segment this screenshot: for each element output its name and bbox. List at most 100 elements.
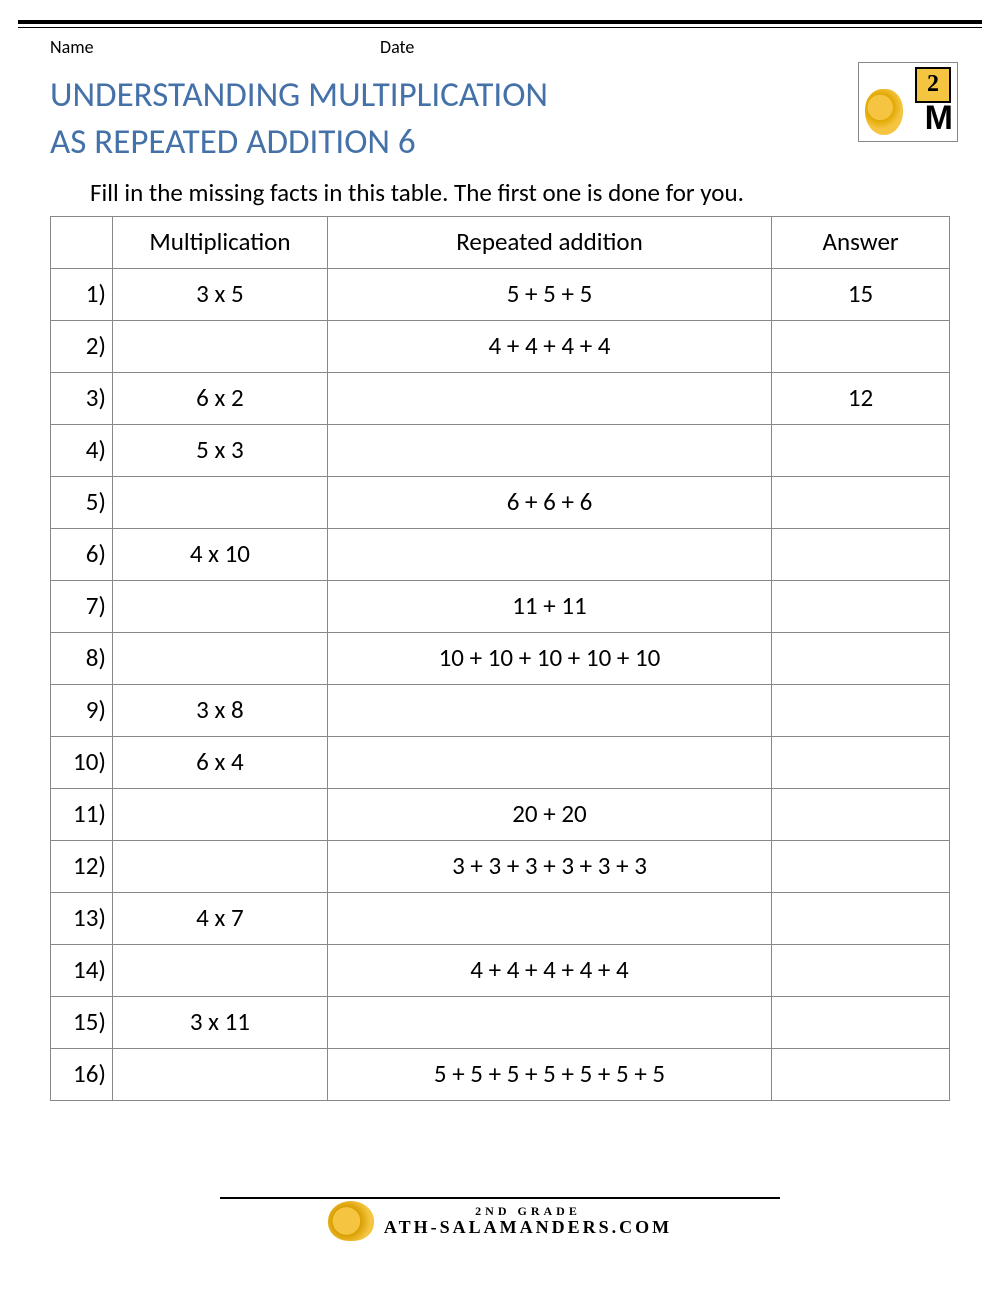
answer-cell	[772, 840, 950, 892]
multiplication-cell	[112, 632, 327, 684]
answer-cell	[772, 424, 950, 476]
date-label: Date	[380, 36, 414, 58]
repeated-addition-cell: 20 + 20	[327, 788, 771, 840]
multiplication-cell	[112, 320, 327, 372]
repeated-addition-cell: 4 + 4 + 4 + 4	[327, 320, 771, 372]
row-number: 11)	[51, 788, 113, 840]
multiplication-cell	[112, 788, 327, 840]
answer-cell	[772, 944, 950, 996]
table-row: 5)6 + 6 + 6	[51, 476, 950, 528]
table-row: 12) 3 + 3 + 3 + 3 + 3 + 3	[51, 840, 950, 892]
multiplication-cell	[112, 840, 327, 892]
row-number: 14)	[51, 944, 113, 996]
brand-logo: 2 M	[858, 62, 958, 142]
answer-cell	[772, 788, 950, 840]
col-header-number	[51, 216, 113, 268]
table-row: 7) 11 + 11	[51, 580, 950, 632]
worksheet-table: Multiplication Repeated addition Answer …	[50, 216, 950, 1101]
repeated-addition-cell: 3 + 3 + 3 + 3 + 3 + 3	[327, 840, 771, 892]
repeated-addition-cell: 10 + 10 + 10 + 10 + 10	[327, 632, 771, 684]
row-number: 15)	[51, 996, 113, 1048]
footer-text-block: 2ND GRADE ATH-SALAMANDERS.COM	[384, 1204, 672, 1238]
multiplication-cell: 6 x 2	[112, 372, 327, 424]
row-number: 1)	[51, 268, 113, 320]
table-row: 6)4 x 10	[51, 528, 950, 580]
salamander-icon	[328, 1201, 374, 1241]
footer-brand: 2ND GRADE ATH-SALAMANDERS.COM	[328, 1201, 672, 1241]
answer-cell	[772, 1048, 950, 1100]
multiplication-cell: 5 x 3	[112, 424, 327, 476]
table-row: 9)3 x 8	[51, 684, 950, 736]
title-line-1: UNDERSTANDING MULTIPLICATION	[50, 74, 548, 116]
table-row: 11) 20 + 20	[51, 788, 950, 840]
repeated-addition-cell	[327, 684, 771, 736]
multiplication-cell	[112, 476, 327, 528]
answer-cell	[772, 580, 950, 632]
logo-grade-digit: 2	[915, 67, 951, 103]
table-row: 3)6 x 2 12	[51, 372, 950, 424]
table-row: 16) 5 + 5 + 5 + 5 + 5 + 5 + 5	[51, 1048, 950, 1100]
repeated-addition-cell: 5 + 5 + 5	[327, 268, 771, 320]
table-row: 4)5 x 3	[51, 424, 950, 476]
table-row: 14) 4 + 4 + 4 + 4 + 4	[51, 944, 950, 996]
repeated-addition-cell	[327, 736, 771, 788]
multiplication-cell: 3 x 11	[112, 996, 327, 1048]
multiplication-cell: 4 x 7	[112, 892, 327, 944]
repeated-addition-cell: 11 + 11	[327, 580, 771, 632]
answer-cell	[772, 632, 950, 684]
repeated-addition-cell	[327, 424, 771, 476]
multiplication-cell	[112, 580, 327, 632]
worksheet-title: UNDERSTANDING MULTIPLICATION AS REPEATED…	[50, 72, 950, 167]
multiplication-cell: 4 x 10	[112, 528, 327, 580]
row-number: 3)	[51, 372, 113, 424]
table-row: 8) 10 + 10 + 10 + 10 + 10	[51, 632, 950, 684]
table-row: 2) 4 + 4 + 4 + 4	[51, 320, 950, 372]
col-header-multiplication: Multiplication	[112, 216, 327, 268]
col-header-answer: Answer	[772, 216, 950, 268]
repeated-addition-cell	[327, 528, 771, 580]
header-row: Name Date	[50, 36, 950, 58]
multiplication-cell: 6 x 4	[112, 736, 327, 788]
row-number: 5)	[51, 476, 113, 528]
answer-cell	[772, 476, 950, 528]
table-header-row: Multiplication Repeated addition Answer	[51, 216, 950, 268]
row-number: 16)	[51, 1048, 113, 1100]
table-row: 1)3 x 55 + 5 + 515	[51, 268, 950, 320]
title-line-2: AS REPEATED ADDITION 6	[50, 121, 416, 163]
table-row: 13)4 x 7	[51, 892, 950, 944]
answer-cell: 12	[772, 372, 950, 424]
multiplication-cell	[112, 1048, 327, 1100]
repeated-addition-cell	[327, 892, 771, 944]
worksheet-page: Name Date 2 M UNDERSTANDING MULTIPLICATI…	[0, 0, 1000, 1294]
name-label: Name	[50, 36, 380, 58]
footer-site-text: ATH-SALAMANDERS.COM	[384, 1217, 672, 1237]
col-header-repeated: Repeated addition	[327, 216, 771, 268]
row-number: 2)	[51, 320, 113, 372]
row-number: 9)	[51, 684, 113, 736]
answer-cell	[772, 320, 950, 372]
salamander-icon	[865, 89, 903, 135]
answer-cell: 15	[772, 268, 950, 320]
repeated-addition-cell	[327, 372, 771, 424]
multiplication-cell: 3 x 8	[112, 684, 327, 736]
page-footer: 2ND GRADE ATH-SALAMANDERS.COM	[0, 1197, 1000, 1246]
row-number: 8)	[51, 632, 113, 684]
row-number: 7)	[51, 580, 113, 632]
row-number: 12)	[51, 840, 113, 892]
row-number: 6)	[51, 528, 113, 580]
multiplication-cell: 3 x 5	[112, 268, 327, 320]
top-rule-thin	[18, 27, 982, 28]
row-number: 13)	[51, 892, 113, 944]
row-number: 4)	[51, 424, 113, 476]
multiplication-cell	[112, 944, 327, 996]
repeated-addition-cell: 4 + 4 + 4 + 4 + 4	[327, 944, 771, 996]
row-number: 10)	[51, 736, 113, 788]
repeated-addition-cell: 5 + 5 + 5 + 5 + 5 + 5 + 5	[327, 1048, 771, 1100]
top-rule-thick	[18, 20, 982, 24]
answer-cell	[772, 736, 950, 788]
answer-cell	[772, 528, 950, 580]
answer-cell	[772, 684, 950, 736]
table-row: 15)3 x 11	[51, 996, 950, 1048]
footer-rule	[220, 1197, 780, 1199]
answer-cell	[772, 996, 950, 1048]
